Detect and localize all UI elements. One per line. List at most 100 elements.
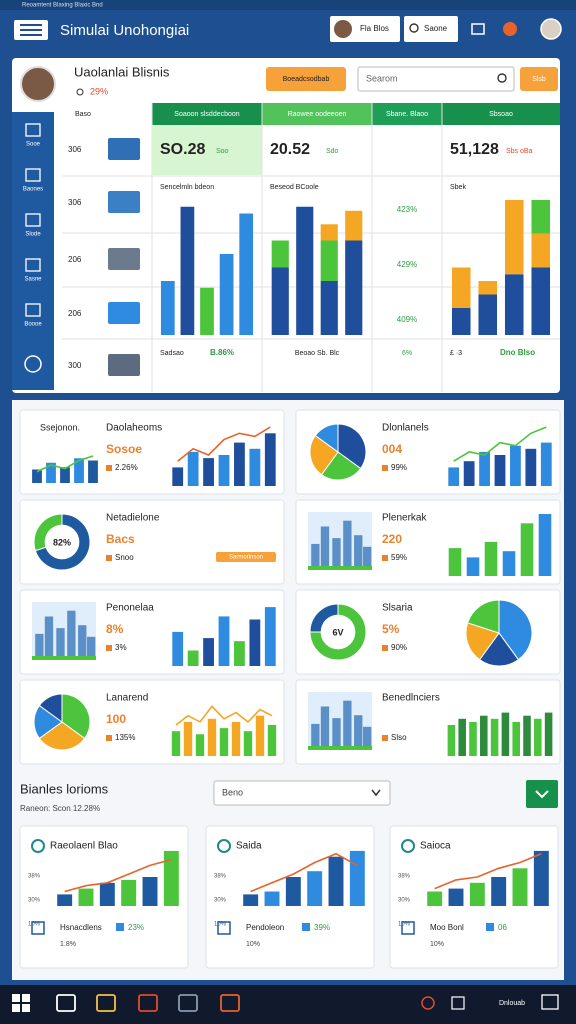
bar-segment — [531, 233, 551, 268]
row-icon — [108, 248, 140, 270]
column-title: Raowee oodeeoen — [288, 111, 347, 118]
bottom-card-value: 06 — [498, 923, 507, 932]
column-label: 429% — [397, 260, 417, 269]
pie-slice — [478, 632, 520, 667]
change-square — [382, 465, 388, 471]
bar — [60, 467, 70, 483]
label[interactable]: Sasne — [24, 277, 42, 283]
row-label: 206 — [68, 309, 82, 318]
bar — [99, 882, 115, 906]
building — [78, 625, 87, 660]
bar — [491, 877, 507, 906]
change-square — [106, 465, 112, 471]
label[interactable]: Boooe — [24, 322, 42, 328]
header-bar — [0, 10, 576, 50]
bottom-card-footer: Hsnacdlens — [60, 923, 102, 932]
sidebar-icon[interactable] — [25, 168, 41, 182]
label: Searom — [366, 73, 398, 83]
sidebar-icon[interactable] — [25, 258, 41, 272]
bar — [234, 641, 245, 666]
bar — [219, 254, 234, 335]
dropdown[interactable] — [213, 780, 391, 806]
action-button[interactable] — [266, 67, 346, 91]
donut-label: 6V — [332, 627, 343, 637]
pie-slice — [61, 693, 91, 740]
column-header — [152, 103, 262, 125]
bar-segment — [271, 267, 289, 335]
card-label: Ssejonon. — [40, 422, 80, 432]
bar — [218, 455, 230, 486]
axis-label: 10% — [214, 922, 227, 928]
bar — [160, 281, 175, 335]
change-square — [382, 645, 388, 651]
taskbar-app[interactable] — [178, 994, 198, 1012]
building — [311, 723, 320, 750]
label[interactable]: Sooe — [26, 142, 41, 148]
sidebar-icon[interactable] — [25, 303, 41, 317]
taskbar-app[interactable] — [96, 994, 116, 1012]
trend-line — [434, 853, 542, 890]
bar — [479, 451, 490, 486]
taskbar-app[interactable] — [220, 994, 240, 1012]
label[interactable]: Boeadcsodbab — [283, 76, 330, 83]
label[interactable]: Slode — [25, 232, 41, 238]
footer-square — [116, 923, 124, 931]
user-avatar — [334, 20, 352, 38]
label[interactable]: Baones — [23, 187, 43, 193]
profile-change: 29% — [90, 86, 108, 96]
bar — [501, 712, 510, 756]
search-button[interactable] — [520, 67, 558, 91]
bar — [142, 877, 158, 906]
profile-name: Uaolanlai Blisnis — [74, 64, 170, 79]
bottom-card-title: Raeolaenl Blao — [50, 841, 118, 852]
card-title: Benedlnciers — [382, 693, 440, 704]
label[interactable]: Beno — [222, 787, 243, 797]
sidebar-icon[interactable] — [25, 123, 41, 137]
search-field[interactable] — [357, 66, 515, 92]
card — [19, 409, 285, 495]
axis-label: 30% — [214, 898, 227, 904]
building — [56, 628, 65, 660]
section-subtitle: Raneon: Scon 12.28% — [20, 804, 100, 813]
column-footer-value: B.86% — [210, 348, 234, 357]
building — [332, 538, 341, 570]
bar — [183, 721, 193, 756]
card-change: 3% — [115, 643, 127, 652]
sidebar-icon[interactable] — [25, 213, 41, 227]
menu-line — [20, 34, 42, 36]
column-header — [262, 103, 372, 125]
expand-button[interactable] — [526, 780, 558, 808]
bar — [448, 467, 460, 486]
grid-icon[interactable] — [471, 23, 485, 35]
bar-segment — [296, 206, 314, 335]
label[interactable]: Slsb — [532, 76, 546, 83]
search-icon — [409, 23, 419, 33]
search-field-icon — [497, 73, 507, 83]
axis-label: 38% — [28, 874, 41, 880]
bar — [544, 712, 553, 756]
card-value: 5% — [382, 622, 400, 636]
pie-slice — [309, 434, 339, 476]
search-box[interactable] — [404, 16, 458, 42]
taskbar-app[interactable] — [56, 994, 76, 1012]
bar — [243, 731, 253, 756]
bar — [172, 631, 184, 666]
notification-icon[interactable] — [541, 994, 559, 1010]
footer-icon — [31, 921, 45, 935]
bar — [200, 287, 214, 335]
bar — [512, 721, 520, 756]
bar-segment — [451, 308, 471, 335]
taskbar-app[interactable] — [138, 994, 158, 1012]
row-header: Baso — [75, 111, 91, 118]
pie-slice — [38, 693, 63, 723]
footer-square — [486, 923, 494, 931]
row-icon — [108, 302, 140, 324]
bar — [463, 461, 475, 486]
bottom-card-value: 39% — [314, 923, 330, 932]
bar — [494, 455, 506, 486]
card-value: 220 — [382, 532, 402, 546]
bar — [187, 650, 199, 666]
building — [320, 526, 330, 570]
bar — [187, 451, 199, 486]
bar — [538, 514, 552, 576]
